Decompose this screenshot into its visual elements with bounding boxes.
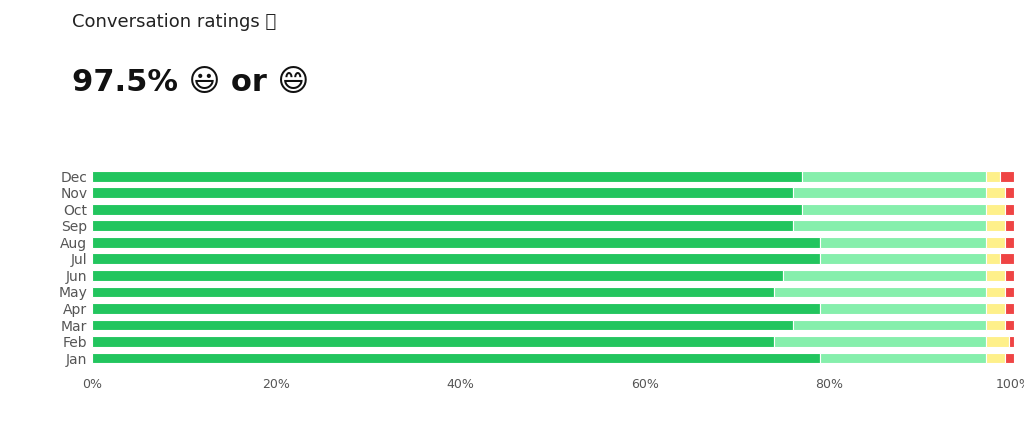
Bar — [802, 204, 986, 215]
Bar — [92, 220, 793, 231]
Bar — [986, 287, 1005, 297]
Bar — [1005, 270, 1014, 281]
Bar — [783, 270, 986, 281]
Bar — [999, 171, 1014, 181]
Bar — [774, 336, 986, 347]
Bar — [793, 220, 986, 231]
Bar — [92, 254, 820, 264]
Bar — [92, 287, 774, 297]
Bar — [820, 254, 986, 264]
Bar — [793, 187, 986, 198]
Bar — [820, 303, 986, 314]
Bar — [986, 187, 1005, 198]
Bar — [820, 237, 986, 248]
Bar — [986, 353, 1005, 363]
Bar — [92, 320, 793, 330]
Bar — [986, 303, 1005, 314]
Bar — [1005, 303, 1014, 314]
Bar — [986, 237, 1005, 248]
Bar — [1005, 320, 1014, 330]
Bar — [1005, 287, 1014, 297]
Bar — [1010, 336, 1014, 347]
Bar — [986, 204, 1005, 215]
Bar — [92, 171, 802, 181]
Bar — [92, 237, 820, 248]
Bar — [999, 254, 1014, 264]
Bar — [92, 303, 820, 314]
Bar — [820, 353, 986, 363]
Bar — [1005, 353, 1014, 363]
Bar — [92, 187, 793, 198]
Bar — [986, 171, 999, 181]
Bar — [986, 220, 1005, 231]
Bar — [92, 336, 774, 347]
Text: 97.5% 😃 or 😄: 97.5% 😃 or 😄 — [72, 68, 309, 97]
Bar — [1005, 220, 1014, 231]
Bar — [92, 353, 820, 363]
Bar — [1005, 204, 1014, 215]
Bar — [1005, 237, 1014, 248]
Bar — [1005, 187, 1014, 198]
Bar — [986, 320, 1005, 330]
Bar — [986, 270, 1005, 281]
Bar — [986, 336, 1010, 347]
Text: Conversation ratings ❓: Conversation ratings ❓ — [72, 13, 275, 31]
Bar — [793, 320, 986, 330]
Bar — [986, 254, 999, 264]
Bar — [774, 287, 986, 297]
Bar — [92, 204, 802, 215]
Bar — [92, 270, 783, 281]
Bar — [802, 171, 986, 181]
